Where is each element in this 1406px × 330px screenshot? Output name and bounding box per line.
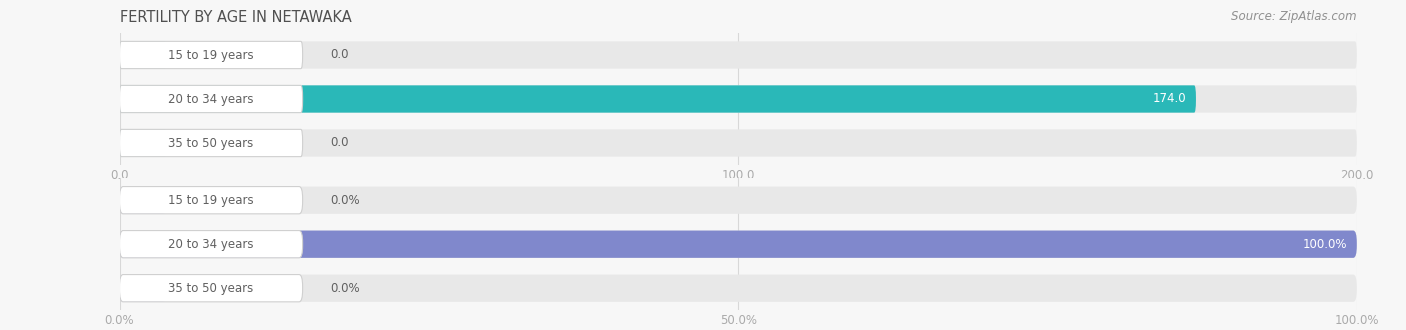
Text: FERTILITY BY AGE IN NETAWAKA: FERTILITY BY AGE IN NETAWAKA xyxy=(120,10,352,25)
Text: 0.0%: 0.0% xyxy=(330,194,360,207)
FancyBboxPatch shape xyxy=(120,275,1357,302)
FancyBboxPatch shape xyxy=(120,275,166,302)
Text: 174.0: 174.0 xyxy=(1153,92,1187,106)
FancyBboxPatch shape xyxy=(120,186,302,214)
FancyBboxPatch shape xyxy=(120,186,166,214)
FancyBboxPatch shape xyxy=(120,231,1357,258)
FancyBboxPatch shape xyxy=(120,275,302,302)
FancyBboxPatch shape xyxy=(120,231,302,258)
Text: 0.0: 0.0 xyxy=(330,49,349,61)
FancyBboxPatch shape xyxy=(120,41,166,69)
Text: 15 to 19 years: 15 to 19 years xyxy=(169,194,254,207)
FancyBboxPatch shape xyxy=(120,41,302,69)
FancyBboxPatch shape xyxy=(120,85,1197,113)
FancyBboxPatch shape xyxy=(120,85,1357,113)
Text: 35 to 50 years: 35 to 50 years xyxy=(169,137,253,149)
FancyBboxPatch shape xyxy=(120,231,1357,258)
FancyBboxPatch shape xyxy=(120,186,1357,214)
Text: 0.0: 0.0 xyxy=(330,137,349,149)
Text: Source: ZipAtlas.com: Source: ZipAtlas.com xyxy=(1232,10,1357,23)
Text: 20 to 34 years: 20 to 34 years xyxy=(169,238,254,251)
Text: 100.0%: 100.0% xyxy=(1302,238,1347,251)
Text: 35 to 50 years: 35 to 50 years xyxy=(169,282,253,295)
FancyBboxPatch shape xyxy=(120,129,1357,157)
FancyBboxPatch shape xyxy=(120,129,302,157)
Text: 15 to 19 years: 15 to 19 years xyxy=(169,49,254,61)
FancyBboxPatch shape xyxy=(120,129,166,157)
Text: 0.0%: 0.0% xyxy=(330,282,360,295)
FancyBboxPatch shape xyxy=(120,85,302,113)
Text: 20 to 34 years: 20 to 34 years xyxy=(169,92,254,106)
FancyBboxPatch shape xyxy=(120,41,1357,69)
